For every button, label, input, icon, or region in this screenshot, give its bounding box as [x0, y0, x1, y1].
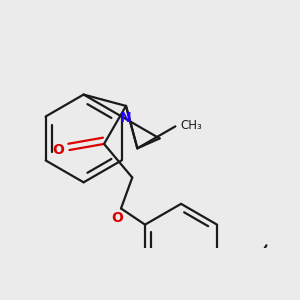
Text: O: O: [52, 143, 64, 157]
Text: O: O: [112, 211, 124, 225]
Text: CH₃: CH₃: [180, 119, 202, 132]
Text: N: N: [120, 111, 132, 124]
